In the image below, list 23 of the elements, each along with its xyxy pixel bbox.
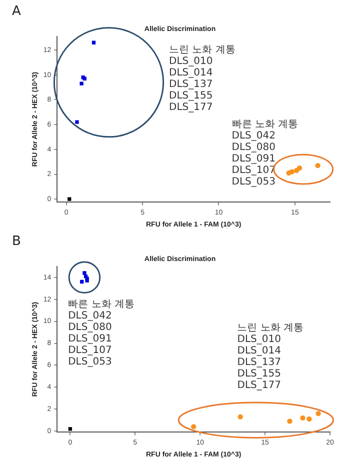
point — [85, 278, 89, 283]
point — [300, 415, 306, 421]
point — [238, 414, 243, 420]
point — [82, 271, 86, 275]
point — [80, 82, 84, 86]
point — [75, 120, 79, 124]
point — [315, 162, 320, 168]
point — [68, 427, 72, 431]
text: A — [12, 4, 21, 19]
point — [296, 165, 302, 171]
point — [316, 410, 321, 416]
annotation: 느린 노화 계통 DLS_010 DLS_014 DLS_137 DLS_155 DLS_177 — [237, 322, 304, 391]
point — [306, 416, 312, 422]
point — [92, 40, 96, 44]
point — [80, 280, 84, 284]
annotation: 빠른 노화 계통 DLS_042 DLS_080 DLS_091 DLS_107 DLS_053 — [68, 299, 134, 368]
point — [287, 418, 292, 424]
point — [289, 169, 294, 174]
annotation: 빠른 노화 계통 DLS_042 DLS_080 DLS_091 DLS_107 DLS_053 — [232, 118, 298, 188]
point — [190, 424, 196, 430]
annotation: 느린 노화 계통 DLS_010 DLS_014 DLS_137 DLS_155 DLS_177 — [169, 44, 236, 113]
point — [68, 197, 72, 201]
text: B — [12, 234, 21, 249]
